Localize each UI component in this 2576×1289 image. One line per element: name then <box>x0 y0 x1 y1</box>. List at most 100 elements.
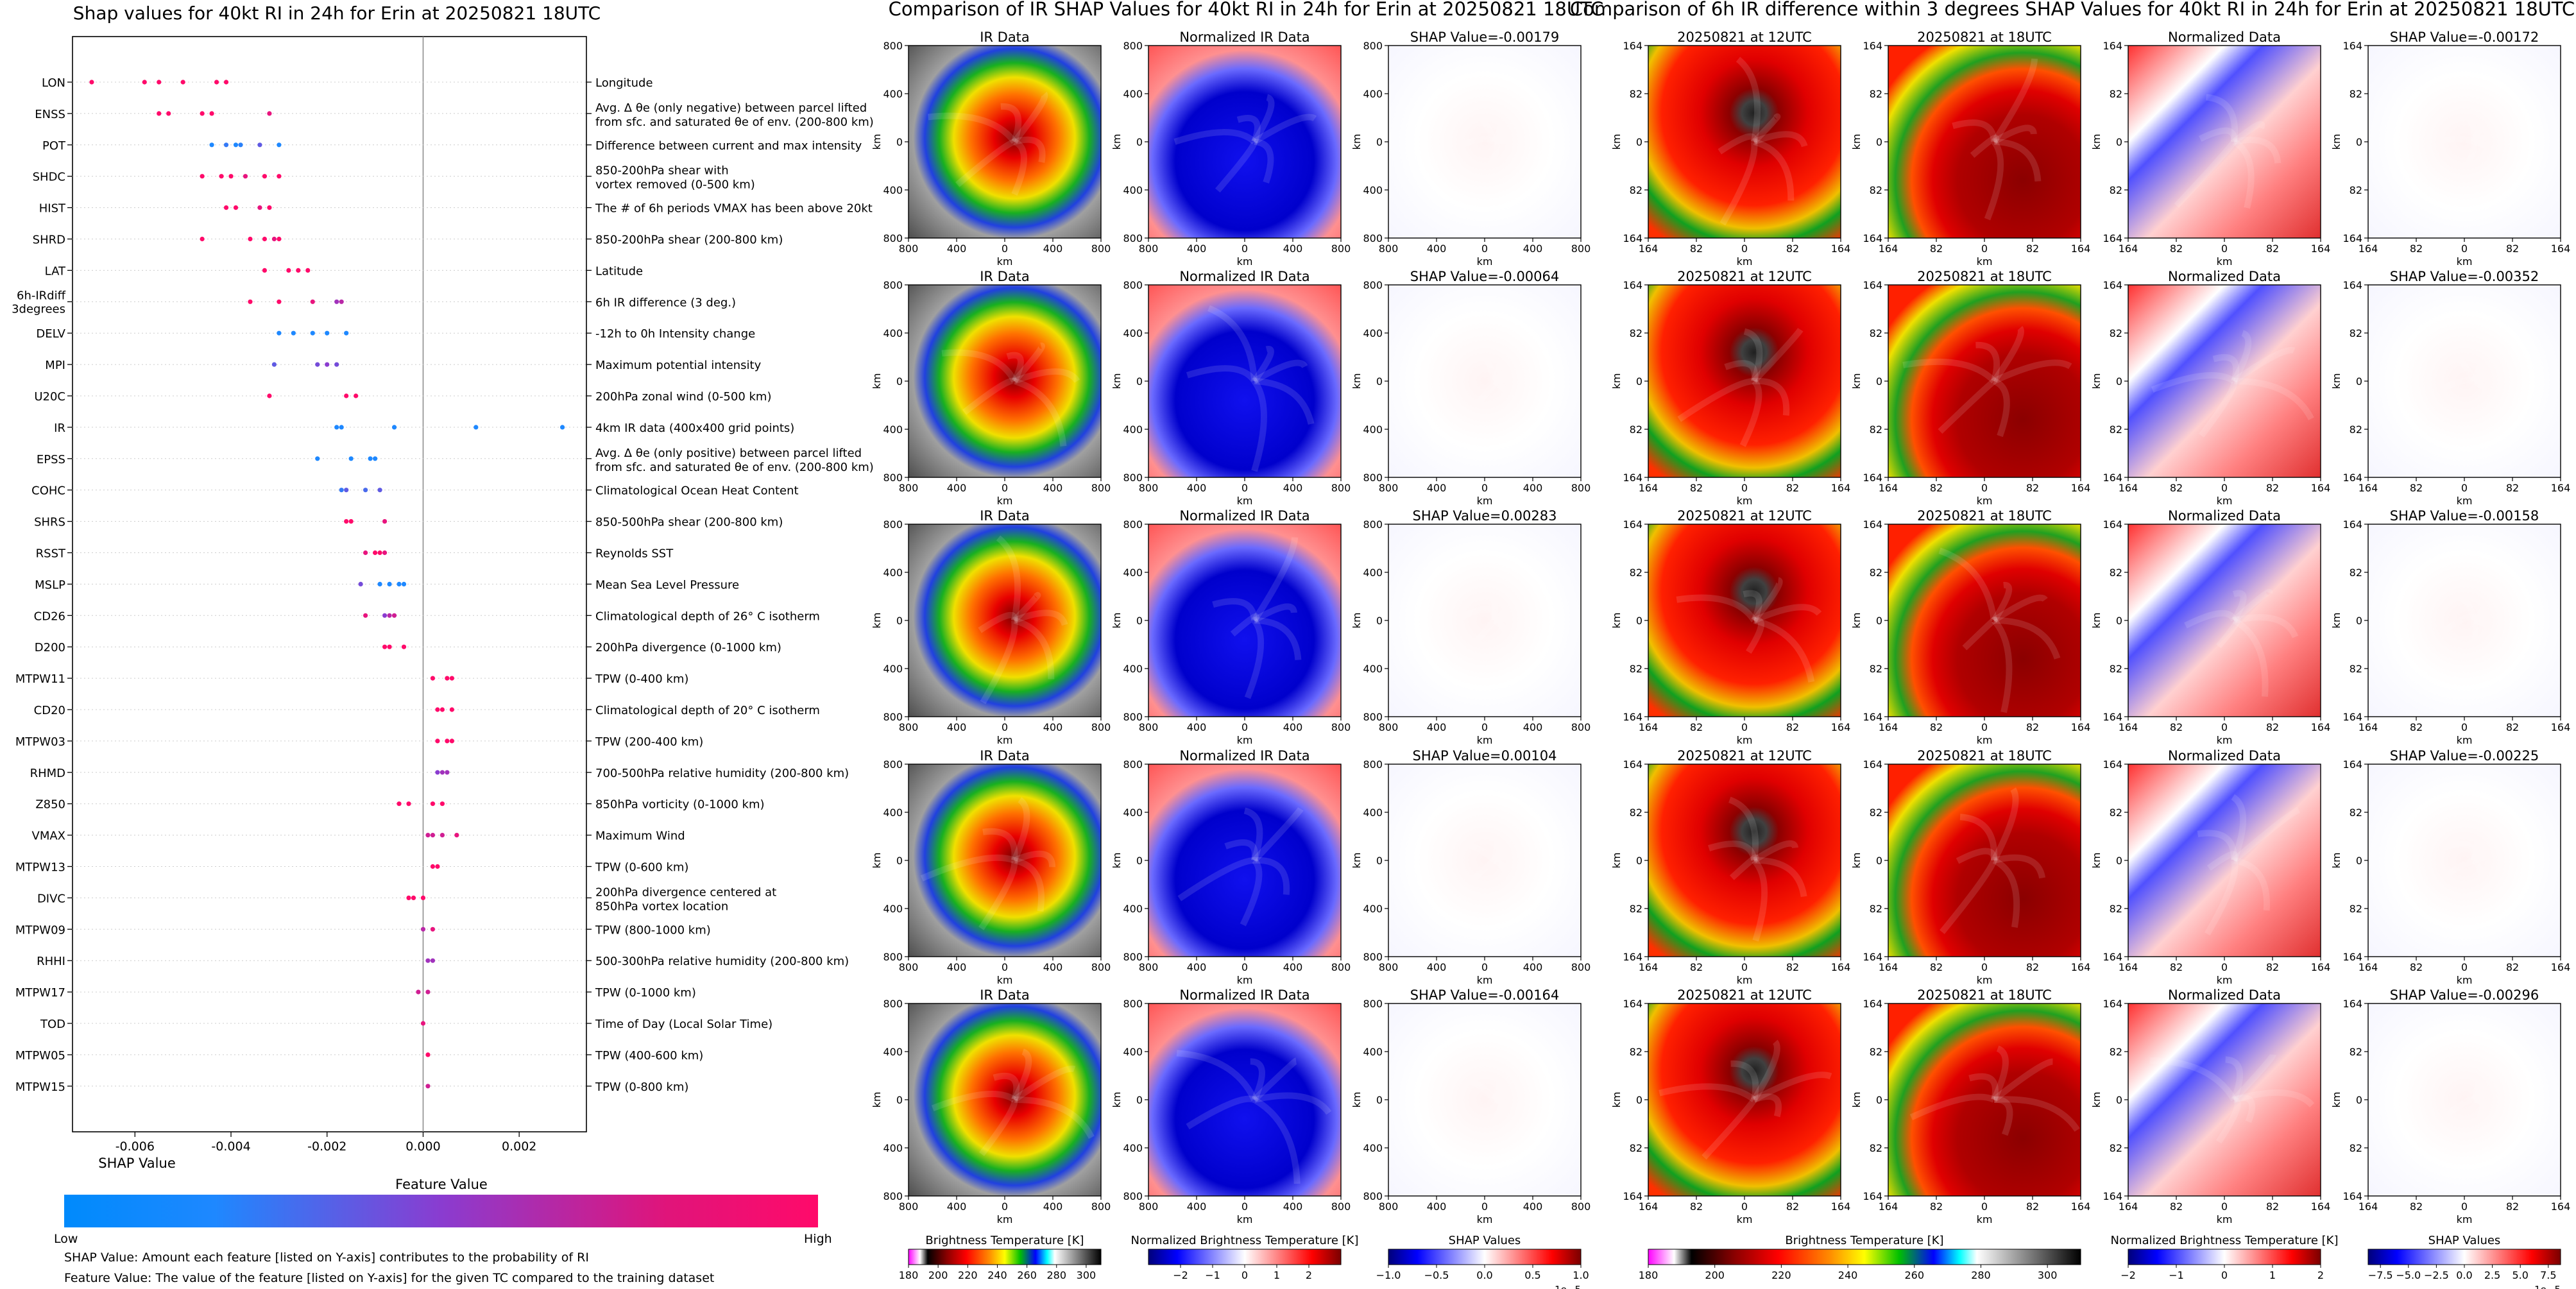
feature-name-label: MSLP <box>35 578 65 592</box>
y-tick-label: 0 <box>1376 615 1383 627</box>
y-tick-label: 400 <box>1123 327 1143 339</box>
y-tick-label: 400 <box>1123 567 1143 579</box>
heatmap-texture <box>2225 1056 2244 1101</box>
heatmap-image <box>2368 524 2561 717</box>
y-tick-label: 164 <box>1863 951 1882 963</box>
y-tick-label: 400 <box>1123 423 1143 436</box>
feature-description-line: Avg. Δ θe (only negative) between parcel… <box>595 101 867 115</box>
heatmap-texture <box>978 860 1018 930</box>
x-tick-label: 800 <box>1139 1200 1159 1213</box>
feature-description-line: 500-300hPa relative humidity (200-800 km… <box>595 955 849 968</box>
heatmap-texture <box>1724 360 1758 382</box>
colorbar-tick-label: −1 <box>1205 1269 1220 1281</box>
y-axis-label: km <box>871 134 883 150</box>
feature-name-line: 6h-IRdiff <box>17 289 66 302</box>
heatmap-texture <box>979 1098 1018 1156</box>
feature-name-label: POT <box>42 139 66 153</box>
x-tick-label: 82 <box>2410 1200 2423 1213</box>
heatmap-texture <box>1483 1069 1503 1101</box>
x-axis-label: km <box>2457 255 2473 268</box>
x-tick-label: 800 <box>1331 482 1351 494</box>
heatmap-texture <box>1434 618 1497 687</box>
panel-title: Normalized Data <box>2168 748 2281 764</box>
footnote-feature-value: Feature Value: The value of the feature … <box>64 1271 714 1285</box>
x-axis-label: km <box>2217 255 2233 268</box>
x-axis-label: km <box>1237 1213 1253 1225</box>
shap-point <box>277 236 282 242</box>
heatmap-texture <box>2471 78 2490 144</box>
y-tick-label: 0 <box>1636 375 1642 388</box>
y-tick-label: 0 <box>1876 136 1882 148</box>
heatmap-texture <box>1476 821 1501 862</box>
x-tick-label: 0 <box>1741 482 1748 494</box>
y-tick-label: 400 <box>1363 663 1383 675</box>
feature-name-line: POT <box>42 139 66 153</box>
y-tick-label: 164 <box>1623 472 1642 484</box>
panel-title: SHAP Value=0.00104 <box>1413 748 1557 764</box>
feature-name-line: CD20 <box>34 704 65 717</box>
shap-point <box>344 519 349 524</box>
heatmap-image <box>1388 1003 1581 1196</box>
feature-name-line: DIVC <box>37 892 65 905</box>
y-tick-label: 400 <box>883 903 903 915</box>
feature-name-line: EPSS <box>37 453 65 466</box>
y-tick-label: 164 <box>2342 518 2362 531</box>
heatmap-texture <box>1013 368 1080 384</box>
heatmap-texture <box>1416 1073 1497 1102</box>
shap-point <box>248 299 253 304</box>
x-tick-label: 800 <box>1379 1200 1399 1213</box>
y-tick-label: 800 <box>1363 758 1383 771</box>
heatmap-texture <box>1902 358 1997 384</box>
shap-point <box>200 236 205 242</box>
x-tick-label: 0 <box>1981 1200 1988 1213</box>
y-tick-label: 800 <box>1363 1190 1383 1202</box>
y-tick-label: 164 <box>2103 40 2122 52</box>
shap-point <box>142 80 147 85</box>
x-tick-label: 800 <box>899 721 919 733</box>
y-tick-label: 0 <box>2116 136 2122 148</box>
colorbar-tick-label: 1 <box>1274 1269 1280 1281</box>
y-tick-label: 0 <box>1376 375 1383 388</box>
heatmap-image <box>2368 46 2561 238</box>
feature-name-label: ENSS <box>35 108 65 121</box>
feature-description-label: 200hPa divergence centered at 850hPa vort… <box>595 885 776 913</box>
colorbar-tick-label: 220 <box>1771 1269 1791 1281</box>
heatmap-texture <box>1718 133 1758 155</box>
panel-title: IR Data <box>980 269 1030 284</box>
colorbar-tick-label: −1.0 <box>1376 1269 1401 1281</box>
heatmap-texture <box>1752 113 1781 144</box>
feature-name-label: EPSS <box>37 453 65 466</box>
x-tick-label: 0 <box>2221 721 2228 733</box>
shap-point <box>277 174 282 179</box>
heatmap-texture <box>962 377 1016 415</box>
heatmap-texture <box>2436 613 2477 638</box>
y-tick-label: 0 <box>1876 615 1882 627</box>
heatmap-texture <box>1252 359 1308 384</box>
colorbar-label: Brightness Temperature [K] <box>925 1234 1084 1247</box>
x-tick-label: 0 <box>2461 243 2468 255</box>
heatmap-image <box>2128 285 2321 477</box>
x-tick-label: 0 <box>1481 721 1488 733</box>
feature-name-line: RHHI <box>37 955 65 968</box>
colorbar-tick-label: 180 <box>1639 1269 1659 1281</box>
y-axis-label: km <box>1111 373 1123 389</box>
heatmap-image <box>1388 764 1581 957</box>
y-tick-label: 800 <box>1123 472 1143 484</box>
x-axis-label: km <box>997 495 1013 507</box>
feature-name-label: MTPW13 <box>15 861 65 875</box>
feature-name-label: MTPW05 <box>15 1049 65 1063</box>
colorbar-tick-label: 200 <box>1705 1269 1725 1281</box>
shap-point <box>358 581 363 587</box>
panel-title: IR Data <box>980 748 1030 764</box>
heatmap-texture <box>1992 359 2072 384</box>
x-tick-label: 82 <box>2506 961 2519 973</box>
shap-point <box>387 581 392 587</box>
heatmap-texture <box>1938 379 1997 434</box>
colorbar-label: SHAP Values <box>2428 1234 2501 1247</box>
x-tick-label: 0.000 <box>405 1140 440 1154</box>
